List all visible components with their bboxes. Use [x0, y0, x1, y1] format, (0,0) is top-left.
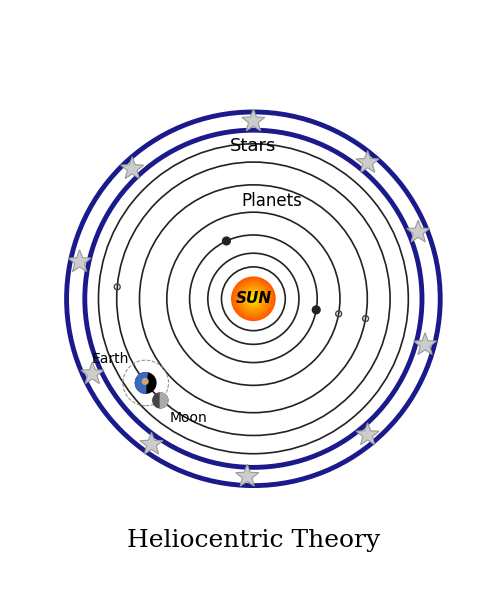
Circle shape — [223, 237, 230, 245]
Polygon shape — [242, 109, 265, 131]
Circle shape — [249, 295, 257, 303]
Text: Stars: Stars — [230, 137, 276, 155]
Circle shape — [242, 288, 264, 310]
Circle shape — [246, 292, 260, 306]
Circle shape — [241, 286, 266, 311]
Circle shape — [153, 393, 168, 408]
Polygon shape — [236, 464, 258, 486]
Circle shape — [237, 282, 270, 315]
Circle shape — [232, 278, 274, 320]
Circle shape — [239, 285, 268, 313]
Polygon shape — [81, 362, 104, 384]
Circle shape — [232, 277, 275, 320]
Polygon shape — [356, 423, 379, 445]
Circle shape — [241, 286, 266, 312]
Circle shape — [312, 306, 320, 314]
Circle shape — [142, 378, 148, 384]
Circle shape — [242, 287, 265, 310]
Wedge shape — [160, 393, 168, 408]
Circle shape — [253, 298, 254, 299]
Circle shape — [238, 283, 269, 314]
Circle shape — [252, 297, 255, 300]
Text: Earth: Earth — [91, 352, 129, 366]
Circle shape — [248, 294, 258, 304]
Polygon shape — [407, 220, 430, 242]
Circle shape — [240, 285, 267, 313]
Circle shape — [248, 293, 259, 305]
Circle shape — [234, 279, 273, 318]
Text: SUN: SUN — [235, 291, 272, 306]
Circle shape — [244, 289, 263, 308]
Circle shape — [238, 283, 269, 315]
Circle shape — [250, 295, 257, 302]
Circle shape — [247, 292, 260, 305]
Circle shape — [136, 372, 156, 393]
Text: Moon: Moon — [169, 410, 207, 425]
Wedge shape — [136, 372, 148, 393]
Polygon shape — [140, 432, 163, 454]
Text: Planets: Planets — [241, 192, 302, 210]
Text: Heliocentric Theory: Heliocentric Theory — [127, 529, 380, 551]
Circle shape — [233, 279, 273, 319]
Polygon shape — [68, 250, 91, 272]
Circle shape — [245, 290, 262, 307]
Circle shape — [236, 282, 271, 316]
Polygon shape — [413, 333, 437, 355]
Circle shape — [245, 291, 261, 307]
Circle shape — [235, 280, 272, 317]
Circle shape — [235, 280, 272, 317]
Polygon shape — [356, 151, 379, 173]
Circle shape — [251, 296, 256, 301]
Circle shape — [251, 296, 256, 302]
Circle shape — [243, 289, 263, 309]
Polygon shape — [121, 157, 144, 178]
